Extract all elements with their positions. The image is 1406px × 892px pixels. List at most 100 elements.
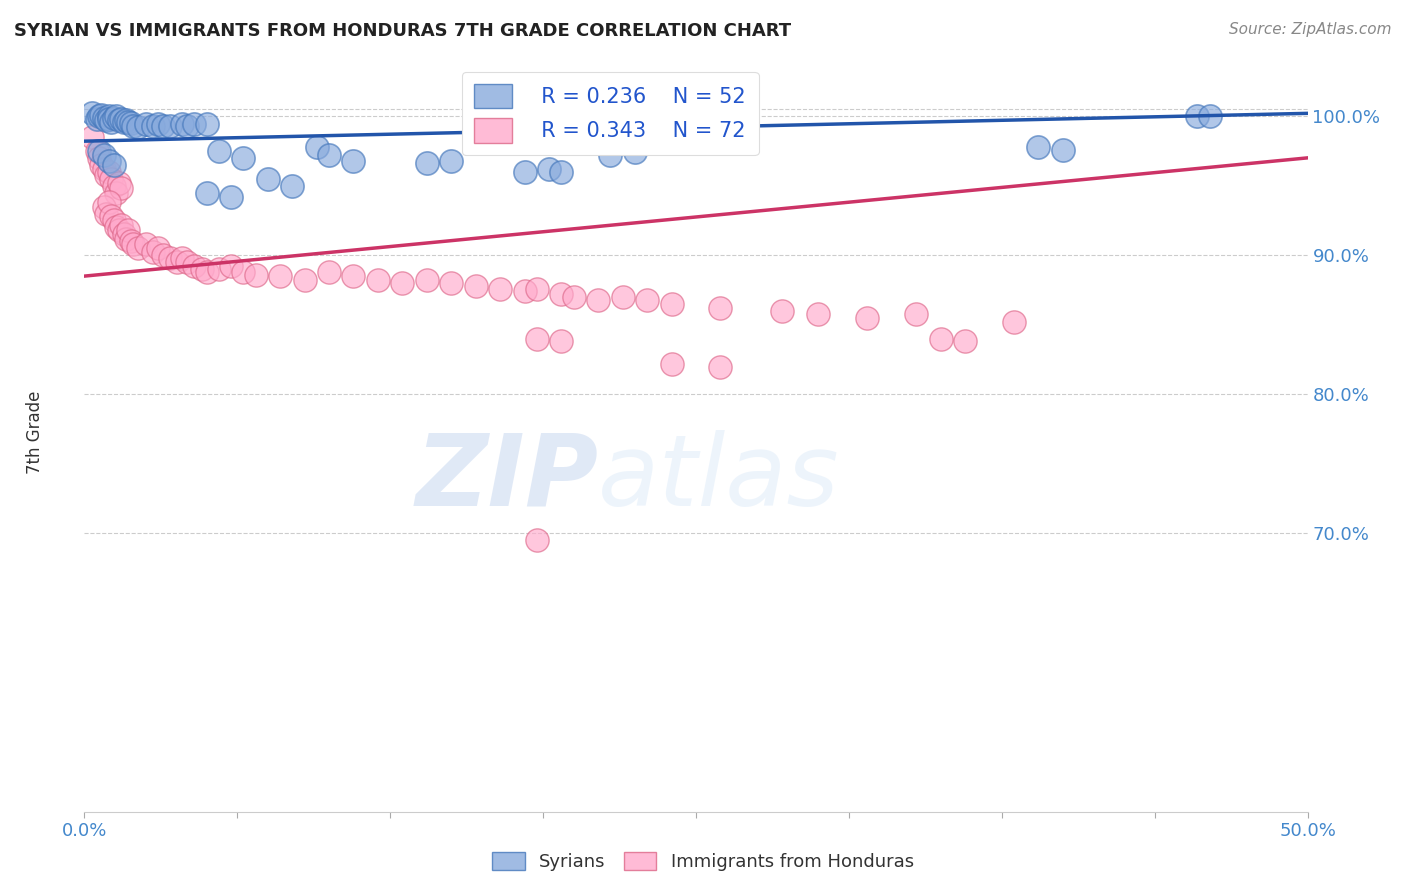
Point xyxy=(550,165,572,179)
Point xyxy=(232,265,254,279)
Point xyxy=(550,334,572,349)
Point xyxy=(219,190,242,204)
Point xyxy=(97,153,120,168)
Point xyxy=(342,269,364,284)
Point xyxy=(142,119,165,133)
Point xyxy=(105,186,128,200)
Point xyxy=(1187,109,1209,123)
Point xyxy=(93,148,115,162)
Point xyxy=(183,260,205,274)
Text: SYRIAN VS IMMIGRANTS FROM HONDURAS 7TH GRADE CORRELATION CHART: SYRIAN VS IMMIGRANTS FROM HONDURAS 7TH G… xyxy=(14,22,792,40)
Point xyxy=(176,119,198,133)
Point xyxy=(152,248,174,262)
Point xyxy=(103,178,125,193)
Point xyxy=(599,148,621,162)
Point xyxy=(127,241,149,255)
Point xyxy=(146,118,169,132)
Point xyxy=(110,112,132,126)
Point xyxy=(159,119,181,133)
Point xyxy=(269,269,291,284)
Point xyxy=(219,260,242,274)
Point xyxy=(142,245,165,260)
Point xyxy=(526,332,548,346)
Point xyxy=(107,113,129,128)
Point xyxy=(416,156,439,170)
Point xyxy=(489,282,512,296)
Point xyxy=(97,112,120,126)
Point xyxy=(96,168,118,182)
Point xyxy=(110,218,132,232)
Point xyxy=(526,282,548,296)
Point xyxy=(550,287,572,301)
Point xyxy=(86,144,108,158)
Point xyxy=(195,118,218,132)
Point xyxy=(1052,143,1074,157)
Point xyxy=(172,118,194,132)
Point xyxy=(953,334,976,349)
Point xyxy=(96,113,118,128)
Point xyxy=(318,265,340,279)
Point xyxy=(1198,109,1220,123)
Point xyxy=(122,237,145,252)
Point xyxy=(1002,315,1025,329)
Point xyxy=(526,533,548,548)
Point xyxy=(929,332,952,346)
Point xyxy=(538,161,561,176)
Text: Source: ZipAtlas.com: Source: ZipAtlas.com xyxy=(1229,22,1392,37)
Point xyxy=(93,161,115,176)
Point xyxy=(112,114,135,128)
Point xyxy=(135,237,157,252)
Point xyxy=(770,304,793,318)
Point xyxy=(107,223,129,237)
Point xyxy=(93,200,115,214)
Point xyxy=(232,151,254,165)
Point xyxy=(110,181,132,195)
Point xyxy=(103,213,125,227)
Point xyxy=(513,165,536,179)
Point xyxy=(120,235,142,249)
Point xyxy=(115,113,138,128)
Point xyxy=(97,195,120,210)
Point xyxy=(166,255,188,269)
Point xyxy=(152,119,174,133)
Point xyxy=(709,359,731,374)
Point xyxy=(586,293,609,307)
Point xyxy=(80,106,103,120)
Point xyxy=(100,114,122,128)
Point xyxy=(636,293,658,307)
Point xyxy=(305,139,328,153)
Point xyxy=(440,153,463,168)
Point xyxy=(100,171,122,186)
Point xyxy=(105,109,128,123)
Point xyxy=(90,158,112,172)
Point xyxy=(562,290,585,304)
Point xyxy=(159,251,181,265)
Point xyxy=(464,278,486,293)
Point xyxy=(93,111,115,125)
Point xyxy=(661,297,683,311)
Point xyxy=(112,227,135,242)
Legend: Syrians, Immigrants from Honduras: Syrians, Immigrants from Honduras xyxy=(485,845,921,879)
Point xyxy=(120,116,142,130)
Point xyxy=(391,276,413,290)
Point xyxy=(807,307,830,321)
Text: atlas: atlas xyxy=(598,430,839,526)
Point xyxy=(1028,139,1050,153)
Point xyxy=(87,144,110,158)
Point xyxy=(416,273,439,287)
Point xyxy=(281,178,304,193)
Point xyxy=(90,108,112,122)
Point xyxy=(195,265,218,279)
Point xyxy=(117,223,139,237)
Point xyxy=(905,307,928,321)
Point xyxy=(612,290,634,304)
Point xyxy=(440,276,463,290)
Point xyxy=(86,112,108,126)
Point xyxy=(208,144,231,158)
Point xyxy=(176,255,198,269)
Point xyxy=(257,171,280,186)
Point xyxy=(513,285,536,299)
Point xyxy=(100,209,122,223)
Point xyxy=(105,220,128,235)
Point xyxy=(709,301,731,315)
